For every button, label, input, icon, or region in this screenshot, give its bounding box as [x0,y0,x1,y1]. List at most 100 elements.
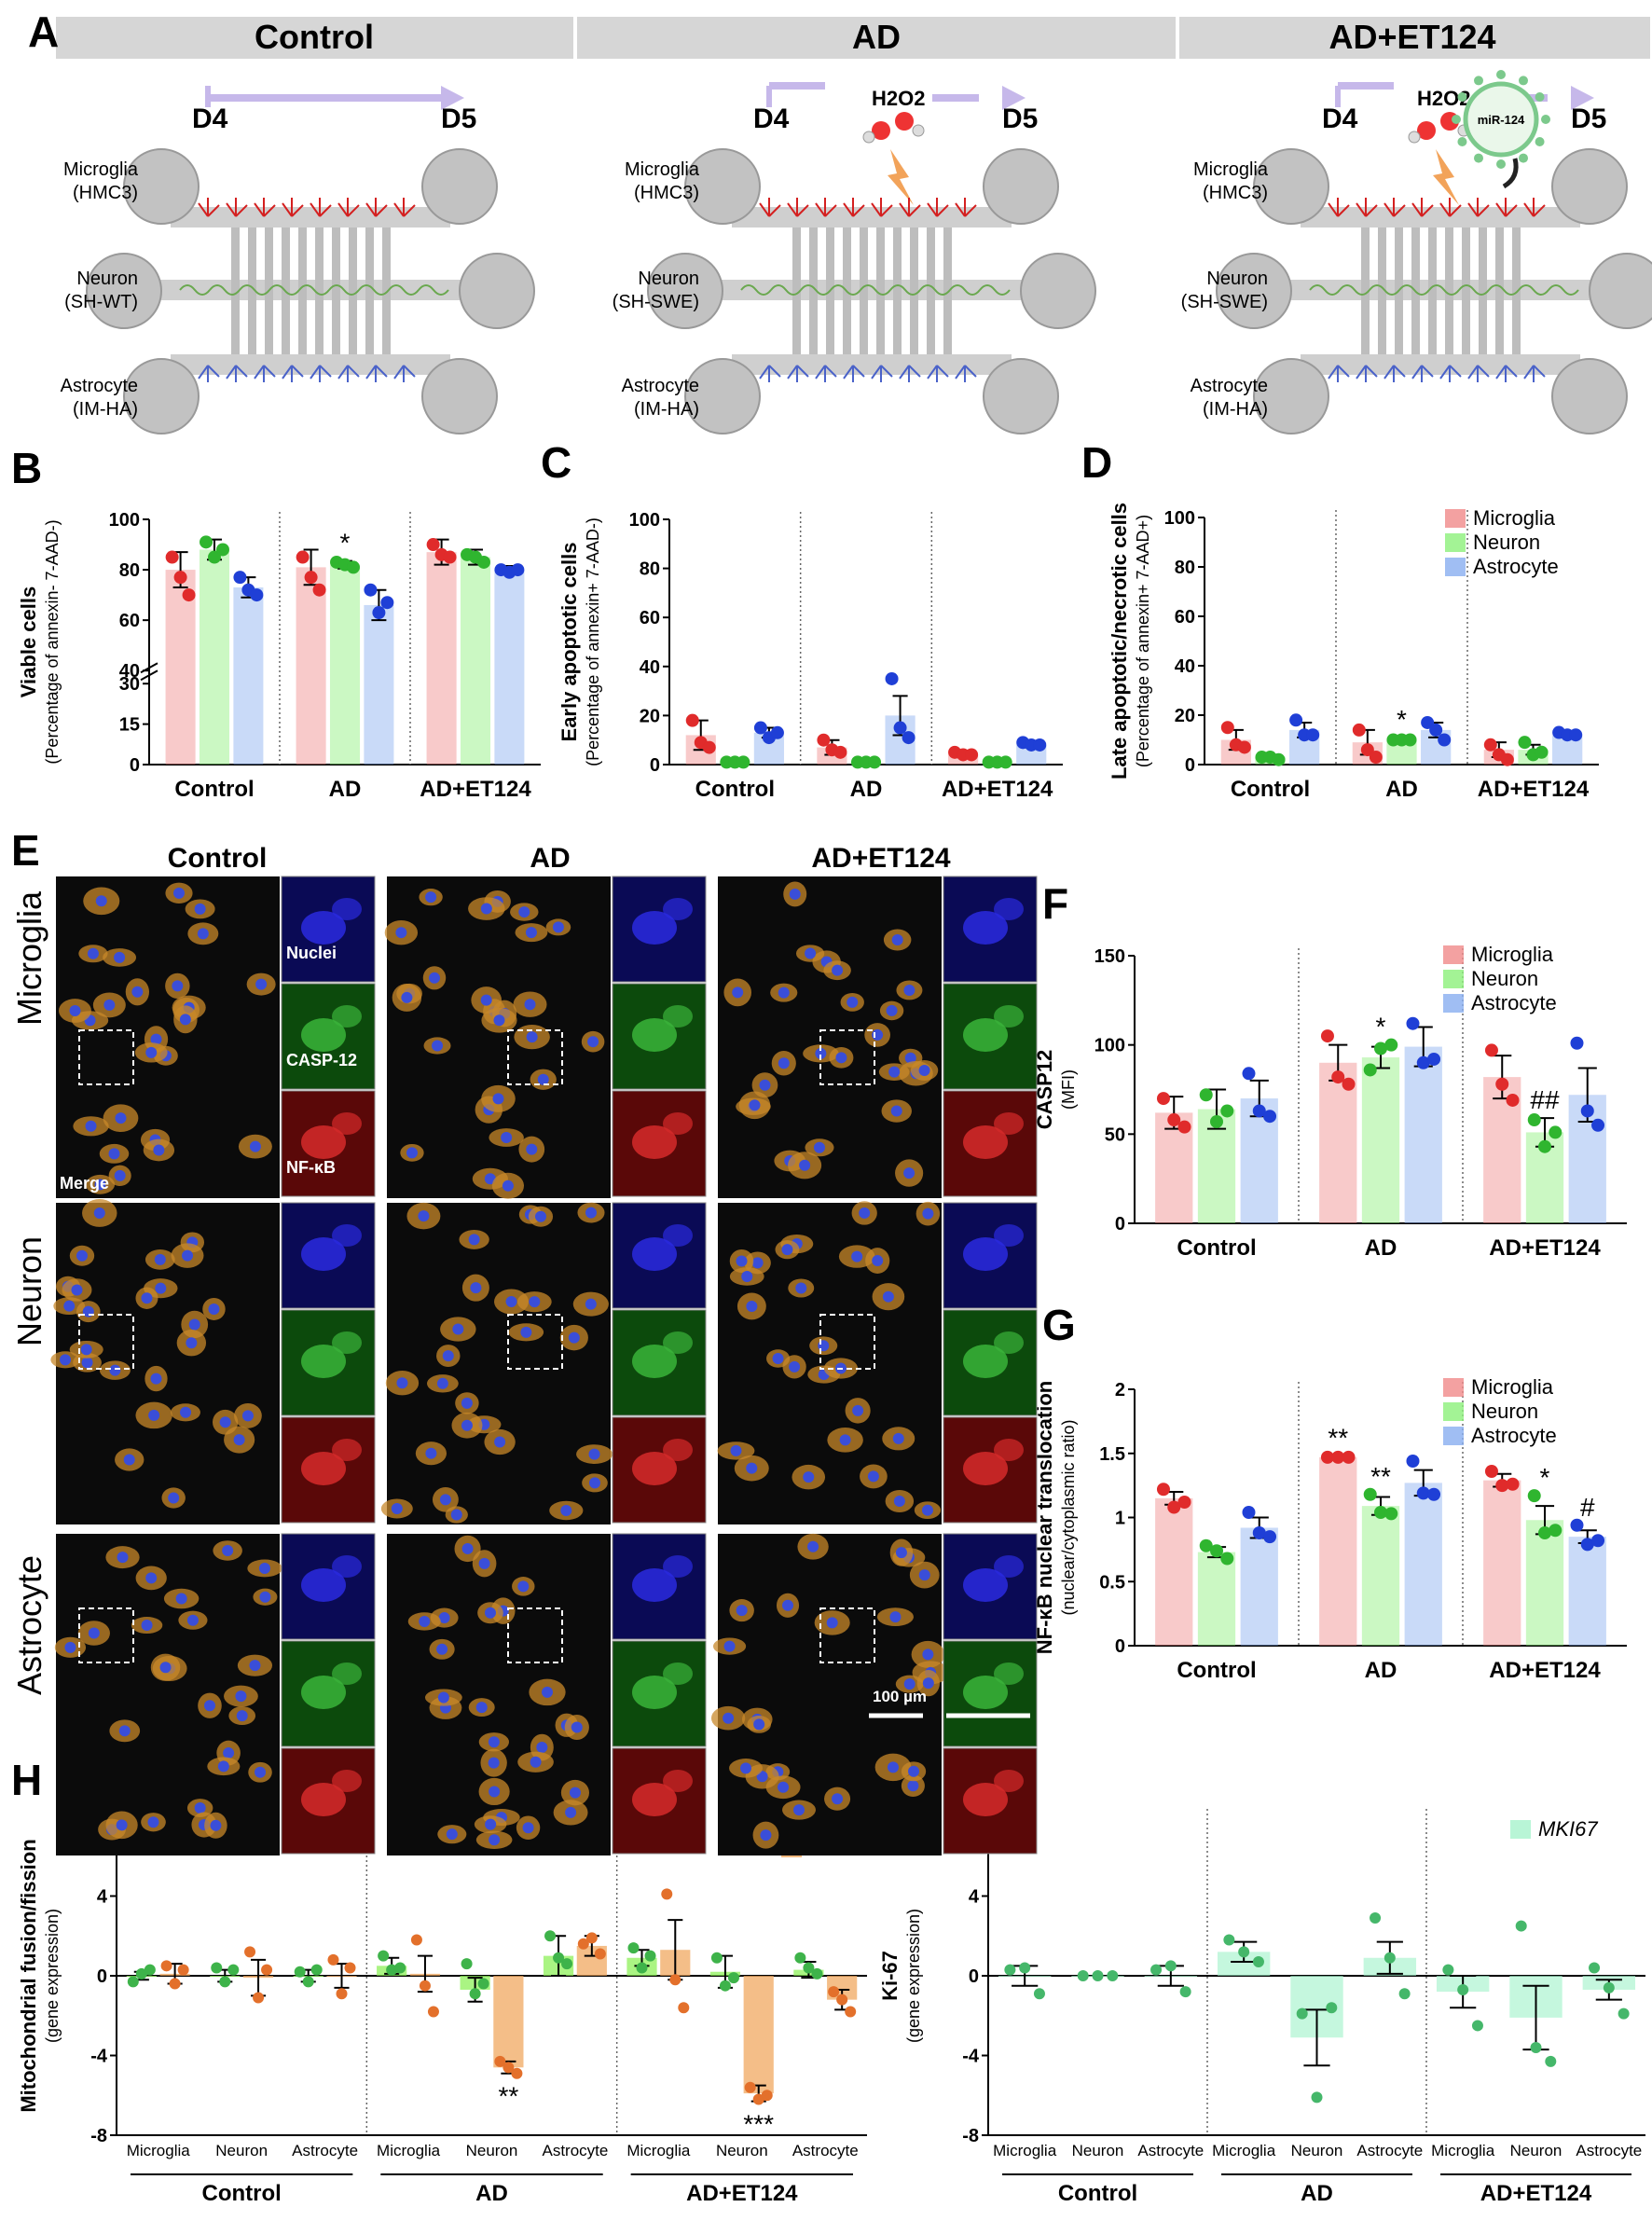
microchannel [1428,228,1437,354]
data-point [1306,728,1320,742]
cell-nucleus [210,1819,222,1831]
cell-nucleus [208,1303,220,1315]
cell-nucleus [778,1057,790,1069]
data-point [1164,1960,1177,1972]
data-point [1538,1526,1551,1539]
data-point [177,1964,189,1976]
cell-nucleus [565,1806,577,1818]
neuron-cell [919,284,951,296]
bar [1361,1506,1400,1646]
cell-nucleus [432,1040,444,1052]
astrocyte-cell [787,365,809,382]
cell-nucleus [505,1296,517,1308]
microglia-cell [1523,198,1546,217]
panel-letter: B [11,444,42,492]
chip-well [684,148,761,225]
data-point [1242,1506,1256,1519]
category-label: Control [1177,1235,1256,1261]
channel-microglia [732,207,1012,228]
significance-marker: *** [743,2110,774,2139]
microglia-cell [226,198,248,217]
cell-nucleus [168,1492,180,1504]
cell-nucleus [501,1131,513,1143]
data-point [1342,1450,1356,1464]
cell-nucleus [436,1377,448,1389]
astrocyte-cell [1328,365,1350,382]
data-point [1416,1055,1430,1069]
chip-well [647,253,723,329]
micrograph-row-label: Astrocyte [10,1555,48,1695]
y-tick-label: 0 [969,1966,979,1987]
exosome-spike [1452,115,1461,124]
timeline-end-label: D5 [441,103,476,134]
data-point [344,1962,356,1974]
cell-nucleus [401,991,413,1003]
category-label: AD+ET124 [1489,1658,1601,1683]
data-point [1374,1506,1387,1519]
data-point [1331,1450,1345,1464]
cell-nucleus [887,1761,899,1773]
bar [364,604,394,765]
category-label: Astrocyte [792,2142,859,2159]
cell-nucleus [852,1404,864,1416]
astrocyte-cell [1523,365,1546,382]
cell-nucleus [723,1712,735,1724]
cell-nucleus [442,1350,454,1362]
category-label: Microglia [626,2142,691,2159]
data-point [719,1980,731,1992]
channel-signal [632,1125,677,1159]
bar [165,570,196,765]
channel-signal [963,1018,1008,1052]
cell-nucleus [736,1255,748,1267]
astrocyte-cell [1356,365,1378,382]
exosome-spike [1519,153,1528,163]
zoom-box [507,1607,563,1663]
data-point [165,550,179,564]
astrocyte-cell [1467,365,1490,382]
channel-label: NF-κB [286,1158,336,1177]
cell-nucleus [148,1409,160,1421]
timeline-end-label: D5 [1002,103,1038,134]
significance-marker: ** [1328,1424,1348,1453]
panel-letter: C [541,438,571,487]
microchannel [1378,228,1386,354]
data-point [1570,1518,1584,1532]
data-point [1242,1067,1256,1081]
exosome-spike [1519,76,1528,86]
data-point [1369,751,1383,765]
cell-nucleus [446,1828,458,1841]
microglia-label: Microglia [625,159,700,180]
channel-signal [963,1345,1008,1378]
data-point [669,1974,681,1986]
channel-signal [632,1452,677,1485]
bar [1568,1537,1606,1646]
microchannel [1495,228,1504,354]
cell-nucleus [813,1141,825,1153]
data-point [1495,1479,1509,1493]
microchannel [315,228,324,354]
cell-nucleus [103,999,116,1011]
data-point [173,571,187,585]
channel-signal [301,1345,346,1378]
astrocyte-cell [927,365,949,382]
neuron-cell [740,284,772,296]
chip-well [123,148,200,225]
neuron-cell [1488,284,1520,296]
panel-letter: D [1081,438,1112,487]
channel-signal [632,911,677,945]
legend-swatch [1443,970,1464,988]
data-point [1427,1052,1441,1066]
cell-nucleus [480,903,492,915]
y-axis-subtitle: (nuclear/cytoplasmic ratio) [1059,1419,1078,1615]
cell-nucleus [255,978,268,990]
cell-nucleus [732,986,744,999]
cell-nucleus [69,1004,81,1016]
cell-nucleus [851,1250,863,1262]
category-label: Neuron [1510,2142,1563,2159]
data-point [737,755,750,769]
data-point [761,2090,773,2102]
cell-nucleus [746,1300,758,1312]
exosome-spike [1457,92,1467,102]
zoom-box [819,1607,875,1663]
data-point [702,740,716,754]
